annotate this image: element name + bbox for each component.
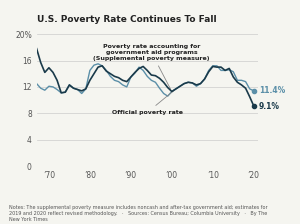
Text: Poverty rate accounting for
government aid programs
(Supplemental poverty measur: Poverty rate accounting for government a… xyxy=(93,44,210,89)
Text: Official poverty rate: Official poverty rate xyxy=(112,91,183,115)
Text: Notes: The supplemental poverty measure includes noncash and after-tax governmen: Notes: The supplemental poverty measure … xyxy=(9,205,268,222)
Text: 11.4%: 11.4% xyxy=(259,86,285,95)
Text: U.S. Poverty Rate Continues To Fall: U.S. Poverty Rate Continues To Fall xyxy=(37,15,216,24)
Text: 9.1%: 9.1% xyxy=(259,101,280,110)
